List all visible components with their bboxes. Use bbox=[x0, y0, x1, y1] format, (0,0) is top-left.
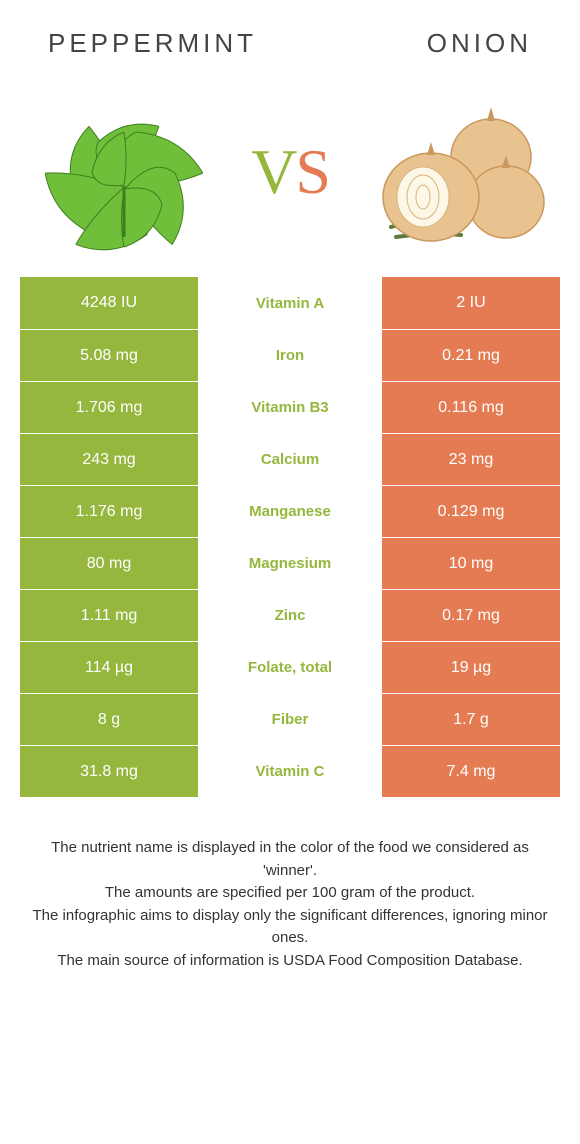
value-right: 19 µg bbox=[382, 641, 560, 693]
vs-v: V bbox=[251, 136, 295, 207]
title-left: Peppermint bbox=[48, 28, 257, 59]
value-right: 2 IU bbox=[382, 277, 560, 329]
value-right: 10 mg bbox=[382, 537, 560, 589]
value-left: 5.08 mg bbox=[20, 329, 198, 381]
value-right: 0.116 mg bbox=[382, 381, 560, 433]
value-left: 1.706 mg bbox=[20, 381, 198, 433]
table-row: 1.11 mgZinc0.17 mg bbox=[20, 589, 560, 641]
table-row: 243 mgCalcium23 mg bbox=[20, 433, 560, 485]
onion-icon bbox=[361, 87, 551, 257]
value-right: 0.17 mg bbox=[382, 589, 560, 641]
vs-label: VS bbox=[251, 135, 329, 209]
value-left: 8 g bbox=[20, 693, 198, 745]
footnote-line: The nutrient name is displayed in the co… bbox=[24, 837, 556, 882]
nutrient-label: Iron bbox=[198, 329, 382, 381]
nutrient-label: Manganese bbox=[198, 485, 382, 537]
footnote-line: The infographic aims to display only the… bbox=[24, 905, 556, 950]
peppermint-icon bbox=[29, 87, 219, 257]
hero: VS bbox=[0, 67, 580, 277]
vs-s: S bbox=[295, 136, 329, 207]
value-left: 243 mg bbox=[20, 433, 198, 485]
nutrient-label: Fiber bbox=[198, 693, 382, 745]
value-left: 31.8 mg bbox=[20, 745, 198, 797]
footnote-line: The amounts are specified per 100 gram o… bbox=[24, 882, 556, 905]
value-left: 80 mg bbox=[20, 537, 198, 589]
nutrient-label: Vitamin A bbox=[198, 277, 382, 329]
table-row: 80 mgMagnesium10 mg bbox=[20, 537, 560, 589]
header: Peppermint Onion bbox=[0, 0, 580, 67]
nutrient-label: Calcium bbox=[198, 433, 382, 485]
value-right: 1.7 g bbox=[382, 693, 560, 745]
value-left: 114 µg bbox=[20, 641, 198, 693]
nutrient-label: Zinc bbox=[198, 589, 382, 641]
nutrient-label: Vitamin B3 bbox=[198, 381, 382, 433]
value-right: 23 mg bbox=[382, 433, 560, 485]
value-left: 4248 IU bbox=[20, 277, 198, 329]
nutrient-label: Vitamin C bbox=[198, 745, 382, 797]
onion-image bbox=[356, 82, 556, 262]
table-row: 5.08 mgIron0.21 mg bbox=[20, 329, 560, 381]
table-row: 8 gFiber1.7 g bbox=[20, 693, 560, 745]
table-row: 4248 IUVitamin A2 IU bbox=[20, 277, 560, 329]
table-row: 1.176 mgManganese0.129 mg bbox=[20, 485, 560, 537]
table-row: 114 µgFolate, total19 µg bbox=[20, 641, 560, 693]
table-row: 31.8 mgVitamin C7.4 mg bbox=[20, 745, 560, 797]
nutrient-label: Magnesium bbox=[198, 537, 382, 589]
table-row: 1.706 mgVitamin B30.116 mg bbox=[20, 381, 560, 433]
value-right: 0.129 mg bbox=[382, 485, 560, 537]
title-right: Onion bbox=[427, 28, 532, 59]
value-left: 1.11 mg bbox=[20, 589, 198, 641]
footnotes: The nutrient name is displayed in the co… bbox=[0, 797, 580, 972]
nutrient-label: Folate, total bbox=[198, 641, 382, 693]
comparison-table: 4248 IUVitamin A2 IU5.08 mgIron0.21 mg1.… bbox=[20, 277, 560, 797]
value-right: 7.4 mg bbox=[382, 745, 560, 797]
footnote-line: The main source of information is USDA F… bbox=[24, 950, 556, 973]
peppermint-image bbox=[24, 82, 224, 262]
value-right: 0.21 mg bbox=[382, 329, 560, 381]
value-left: 1.176 mg bbox=[20, 485, 198, 537]
